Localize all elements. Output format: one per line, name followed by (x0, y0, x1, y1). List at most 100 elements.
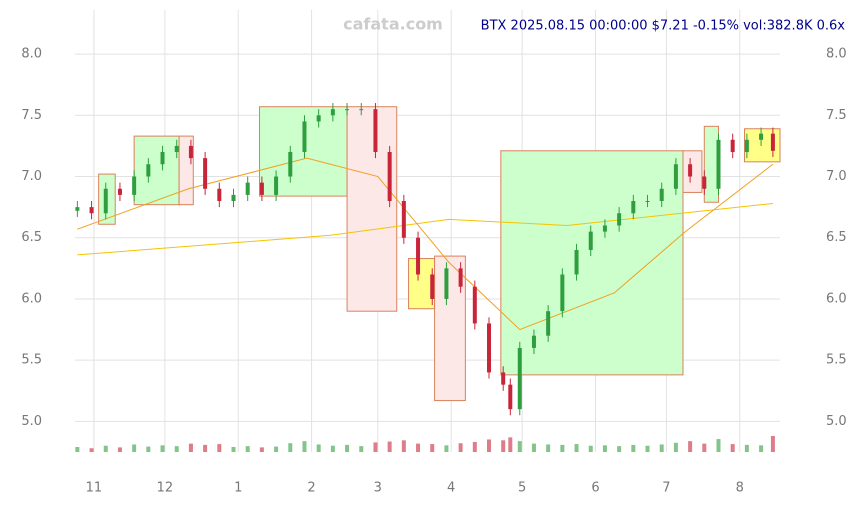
volume-bar (588, 445, 593, 452)
candle-body (359, 109, 364, 111)
volume-bar (160, 445, 165, 452)
candle-body (730, 139, 735, 153)
candle-body (517, 347, 522, 410)
candle-body (458, 268, 463, 287)
volume-bar (444, 445, 449, 452)
chart-title: BTX 2025.08.15 00:00:00 $7.21 -0.15% vol… (481, 19, 846, 34)
candle-body (103, 188, 108, 214)
x-tick-label: 6 (591, 481, 599, 496)
moving-average (77, 202, 773, 256)
x-tick-label: 8 (736, 481, 744, 496)
volume-bar (759, 445, 764, 452)
y-tick-label: 7.0 (21, 169, 42, 184)
zone (682, 150, 703, 193)
x-tick-label: 5 (518, 481, 526, 496)
x-tick-label: 1 (234, 481, 242, 496)
x-tick-label: 12 (157, 481, 174, 496)
volume-bar (75, 446, 80, 452)
volume-bar (688, 441, 693, 452)
volume-bar (702, 443, 707, 452)
zone (703, 125, 719, 203)
volume-bar (274, 446, 279, 452)
volume-bar (501, 440, 506, 452)
x-tick-label: 7 (662, 481, 670, 496)
x-tick-label: 3 (374, 481, 382, 496)
volume-bar (330, 445, 335, 452)
y-tick-label-right: 8.0 (826, 47, 847, 62)
volume-bar (316, 444, 321, 452)
y-tick-label-right: 6.5 (826, 230, 847, 245)
candle-body (373, 109, 378, 153)
volume-bar (673, 442, 678, 452)
candle-body (617, 213, 622, 226)
volume-bar (487, 439, 492, 452)
volume-bar (188, 443, 193, 452)
volume-bar (373, 442, 378, 452)
volume-bar (659, 444, 664, 452)
candle-body (501, 372, 506, 385)
y-tick-label-right: 6.0 (826, 291, 847, 306)
candle-body (160, 152, 165, 165)
y-tick-label: 6.0 (21, 291, 42, 306)
candle-body (508, 384, 513, 410)
moving-average (77, 157, 774, 331)
candle-body (770, 133, 775, 151)
volume-bar (430, 444, 435, 452)
zone (346, 106, 398, 312)
volume-bar (560, 444, 565, 452)
volume-bar (103, 445, 108, 452)
volume-bar (231, 446, 236, 452)
volume-bar (508, 437, 513, 452)
volume-bar (472, 441, 477, 452)
y-tick-label: 5.5 (21, 353, 42, 368)
candle-body (401, 201, 406, 238)
candle-body (716, 139, 721, 189)
volume-bar (345, 444, 350, 452)
candle-body (702, 176, 707, 189)
volume-bar (730, 444, 735, 452)
candle-body (302, 121, 307, 153)
candle-body (117, 188, 122, 195)
candle-body (546, 311, 551, 336)
volume-bar (132, 444, 137, 452)
y-tick-label-right: 7.5 (826, 108, 847, 123)
volume-bar (645, 445, 650, 452)
candle-body (430, 274, 435, 299)
candle-body (146, 164, 151, 177)
candle-body (387, 152, 392, 202)
volume-bar (744, 444, 749, 452)
candle-body (759, 133, 764, 140)
plot (75, 10, 781, 452)
candle-body (345, 109, 350, 111)
volume-bar (716, 439, 721, 452)
candle-body (602, 225, 607, 232)
y-tick-label-right: 5.0 (826, 414, 847, 429)
volume-bar (217, 444, 222, 452)
zone (500, 150, 684, 376)
volume-bar (89, 448, 94, 452)
volume-bar (359, 446, 364, 452)
volume-bar (203, 444, 208, 452)
volume-bar (458, 443, 463, 452)
volume-bar (617, 446, 622, 452)
candle-body (259, 182, 264, 195)
volume-bar (259, 447, 264, 452)
candle-body (588, 231, 593, 250)
candle-body (231, 194, 236, 202)
volume-bar (245, 446, 250, 452)
candle-body (645, 201, 650, 203)
volume-bar (517, 441, 522, 452)
candle-body (472, 286, 477, 324)
volume-bar (302, 441, 307, 452)
volume-bar (531, 443, 536, 452)
volume-bar (174, 446, 179, 452)
candle-body (188, 145, 193, 159)
x-tick-label: 11 (86, 481, 103, 496)
y-tick-label-right: 5.5 (826, 353, 847, 368)
zone (408, 258, 436, 310)
candle-body (132, 176, 137, 195)
volume-bar (146, 446, 151, 452)
candle-body (673, 164, 678, 189)
candle-body (531, 335, 536, 348)
volume-bar (288, 443, 293, 452)
